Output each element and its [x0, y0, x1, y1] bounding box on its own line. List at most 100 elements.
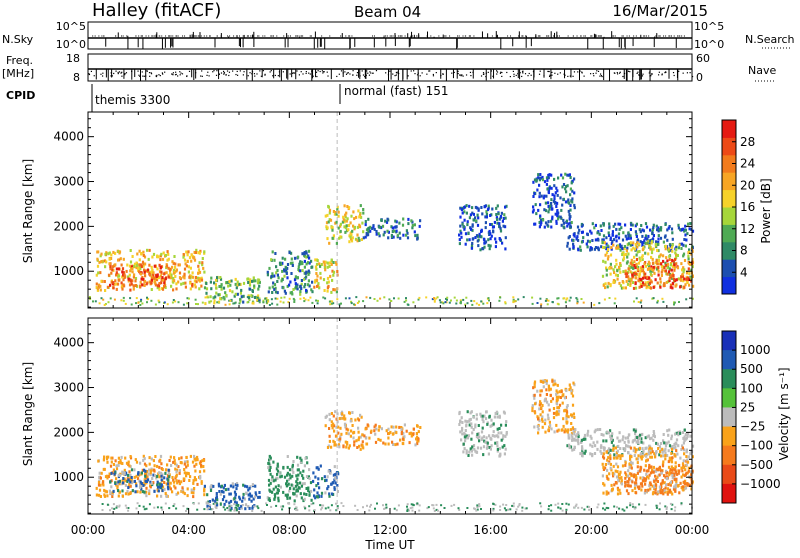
range-cell — [328, 470, 330, 473]
nsearch-point — [195, 36, 196, 37]
range-cell — [333, 210, 335, 213]
range-cell — [577, 248, 579, 251]
range-cell — [245, 503, 247, 506]
range-cell — [681, 228, 683, 231]
ground-scatter-cell — [173, 299, 175, 301]
range-cell — [671, 456, 673, 459]
range-cell — [419, 426, 421, 429]
range-cell — [532, 386, 534, 389]
nsearch-point — [290, 36, 291, 37]
range-cell — [627, 451, 629, 454]
range-cell — [320, 277, 322, 280]
range-cell — [345, 446, 347, 449]
range-cell — [160, 472, 162, 475]
range-cell — [609, 457, 611, 460]
range-cell — [638, 250, 640, 253]
nsearch-point — [349, 36, 350, 37]
range-cell — [238, 507, 240, 510]
range-cell — [356, 234, 358, 237]
range-cell — [586, 243, 588, 246]
range-cell — [154, 281, 156, 284]
nave-point — [650, 75, 651, 76]
nsearch-point — [257, 36, 258, 37]
range-cell — [468, 451, 470, 454]
ground-scatter-cell — [478, 503, 480, 505]
nave-point — [513, 74, 514, 75]
range-cell — [606, 451, 608, 454]
range-cell — [505, 217, 507, 220]
range-cell — [686, 483, 688, 486]
range-cell — [568, 437, 570, 440]
nave-point — [483, 74, 484, 75]
range-cell — [656, 262, 658, 265]
range-cell — [329, 275, 331, 278]
range-cell — [496, 218, 498, 221]
range-cell — [663, 449, 665, 452]
range-cell — [229, 284, 231, 287]
range-cell — [198, 268, 200, 271]
range-cell — [568, 415, 570, 418]
ground-scatter-cell — [505, 504, 507, 506]
range-cell — [547, 429, 549, 432]
range-cell — [662, 492, 664, 495]
ground-scatter-cell — [407, 304, 409, 306]
range-cell — [659, 286, 661, 289]
range-cell — [315, 266, 317, 269]
range-cell — [472, 237, 474, 240]
range-cell — [686, 464, 688, 467]
range-cell — [357, 209, 359, 212]
range-cell — [652, 491, 654, 494]
nave-point — [521, 76, 522, 77]
nsearch-point — [568, 36, 569, 37]
range-cell — [677, 266, 679, 269]
nave-point — [179, 71, 180, 72]
range-cell — [667, 487, 669, 490]
range-cell — [312, 471, 314, 474]
nsearch-point — [655, 36, 656, 37]
range-cell — [381, 427, 383, 430]
range-cell — [290, 291, 292, 294]
range-cell — [637, 461, 639, 464]
nave-point — [156, 75, 157, 76]
range-cell — [299, 471, 301, 474]
nave-point — [497, 71, 498, 72]
ground-scatter-cell — [576, 299, 578, 301]
nave-point — [549, 71, 550, 72]
range-cell — [504, 247, 506, 250]
ground-scatter-cell — [475, 510, 477, 512]
range-cell — [361, 222, 363, 225]
range-cell — [109, 265, 111, 268]
range-cell — [187, 260, 189, 263]
nsearch-point — [98, 36, 99, 37]
range-cell — [649, 282, 651, 285]
range-cell — [599, 428, 601, 431]
nsearch-point — [201, 36, 202, 37]
range-cell — [121, 270, 123, 273]
range-cell — [308, 279, 310, 282]
range-cell — [660, 262, 662, 265]
nsearch-point — [660, 36, 661, 37]
range-cell — [464, 436, 466, 439]
range-cell — [173, 279, 175, 282]
range-cell — [277, 491, 279, 494]
range-cell — [351, 230, 353, 233]
range-cell — [302, 269, 304, 272]
range-cell — [106, 494, 108, 497]
range-cell — [619, 223, 621, 226]
nsearch-point — [126, 36, 127, 37]
range-cell — [271, 491, 273, 494]
range-cell — [287, 466, 289, 469]
nave-point — [216, 75, 217, 76]
nave-point — [212, 71, 213, 72]
range-cell — [489, 223, 491, 226]
nave-point — [596, 70, 597, 71]
range-cell — [547, 210, 549, 213]
range-cell — [191, 283, 193, 286]
range-cell — [568, 210, 570, 213]
range-cell — [316, 279, 318, 282]
range-cell — [546, 380, 548, 383]
range-cell — [635, 491, 637, 494]
range-cell — [562, 402, 564, 405]
range-cell — [167, 479, 169, 482]
range-cell — [295, 275, 297, 278]
